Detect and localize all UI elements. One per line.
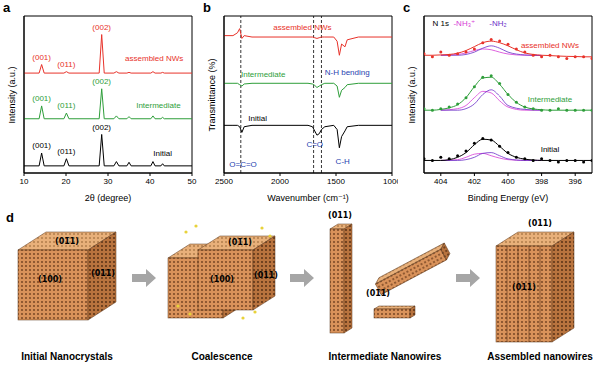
svg-text:(011): (011) — [512, 283, 536, 292]
svg-text:Binding Energy (eV): Binding Energy (eV) — [468, 193, 549, 203]
svg-text:-NH₃⁺: -NH₃⁺ — [453, 19, 475, 28]
svg-text:(002): (002) — [92, 77, 111, 86]
svg-text:40: 40 — [146, 177, 155, 186]
svg-text:(011): (011) — [57, 101, 75, 110]
svg-text:(01̄1): (01̄1) — [55, 237, 79, 246]
svg-text:2500: 2500 — [215, 177, 233, 186]
svg-text:(100): (100) — [210, 275, 234, 284]
html-text:a: a — [3, 0, 11, 15]
svg-text:Wavenumber (cm⁻¹): Wavenumber (cm⁻¹) — [267, 193, 348, 203]
svg-text:402: 402 — [468, 177, 482, 186]
svg-text:398: 398 — [535, 177, 549, 186]
svg-text:(011): (011) — [254, 271, 278, 280]
svg-text:396: 396 — [569, 177, 583, 186]
html-text:b: b — [203, 0, 211, 15]
svg-text:assembled NWs: assembled NWs — [125, 54, 183, 63]
svg-text:Assembled nanowires: Assembled nanowires — [487, 351, 592, 362]
svg-text:(100): (100) — [38, 275, 62, 284]
svg-text:20: 20 — [62, 177, 71, 186]
svg-text:Initial: Initial — [153, 149, 172, 158]
svg-text:N 1s: N 1s — [433, 19, 449, 28]
svg-text:O=C=O: O=C=O — [229, 160, 257, 169]
svg-text:2θ (degree): 2θ (degree) — [85, 193, 132, 203]
svg-text:Initial Nanocrystals: Initial Nanocrystals — [21, 351, 113, 362]
svg-text:Intermediate: Intermediate — [241, 70, 286, 79]
svg-text:(011): (011) — [328, 211, 352, 220]
svg-text:50: 50 — [188, 177, 197, 186]
svg-text:(001): (001) — [32, 53, 51, 62]
svg-text:(01̄1): (01̄1) — [228, 238, 252, 247]
html-text:Intensity (a.u.): Intensity (a.u.) — [7, 66, 17, 123]
svg-text:404: 404 — [434, 177, 448, 186]
svg-text:1000: 1000 — [383, 177, 398, 186]
svg-text:assembled NWs: assembled NWs — [521, 41, 579, 50]
svg-text:(011): (011) — [57, 147, 75, 156]
svg-text:2000: 2000 — [271, 177, 289, 186]
svg-text:400: 400 — [501, 177, 515, 186]
html-text:Transmittance (%): Transmittance (%) — [207, 57, 217, 132]
svg-text:Intermediate Nanowires: Intermediate Nanowires — [329, 351, 442, 362]
html-text:c: c — [403, 0, 411, 15]
svg-text:C-H: C-H — [336, 157, 350, 166]
svg-text:(01̄1): (01̄1) — [366, 289, 390, 298]
svg-text:(001): (001) — [32, 94, 51, 103]
html-text:Intensity (a.u.): Intensity (a.u.) — [407, 66, 417, 123]
svg-text:Initial: Initial — [248, 114, 267, 123]
svg-text:30: 30 — [104, 177, 113, 186]
svg-text:1500: 1500 — [327, 177, 345, 186]
svg-text:d: d — [8, 210, 14, 225]
svg-text:(002): (002) — [92, 23, 111, 32]
svg-text:(001): (001) — [32, 141, 51, 150]
svg-text:assembled NWs: assembled NWs — [273, 23, 331, 32]
svg-text:Intermediate: Intermediate — [136, 101, 181, 110]
svg-text:(002): (002) — [92, 123, 111, 132]
svg-text:Initial: Initial — [541, 145, 560, 154]
svg-text:(011): (011) — [528, 219, 552, 228]
svg-text:(011): (011) — [57, 60, 75, 69]
svg-text:-NH₂: -NH₂ — [489, 19, 506, 28]
svg-text:10: 10 — [20, 177, 29, 186]
svg-text:C=O: C=O — [306, 140, 323, 149]
svg-text:Intermediate: Intermediate — [528, 95, 573, 104]
svg-text:N-H bending: N-H bending — [325, 68, 370, 77]
svg-text:Coalescence: Coalescence — [191, 351, 253, 362]
svg-text:(011): (011) — [91, 269, 115, 278]
